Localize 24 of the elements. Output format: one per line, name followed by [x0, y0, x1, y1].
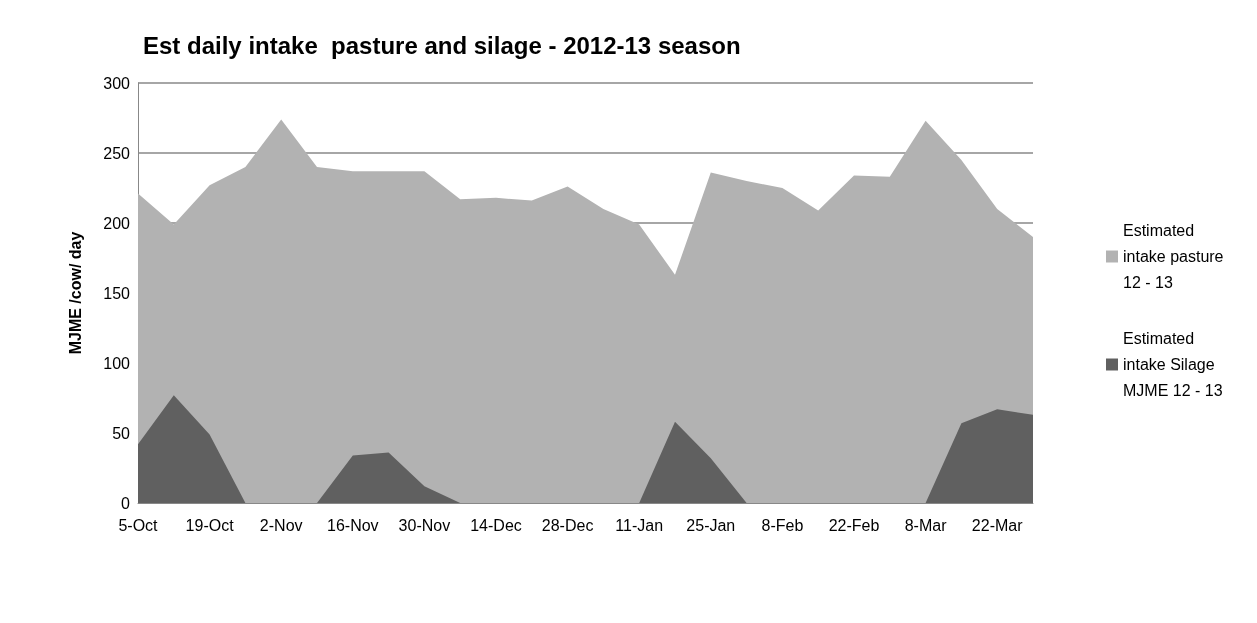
x-tick-label: 14-Dec [470, 516, 522, 534]
x-tick-label: 22-Mar [971, 516, 1024, 534]
x-tick-label: 30-Nov [398, 516, 451, 534]
x-tick-label: 8-Feb [761, 516, 804, 534]
y-tick-label: 150 [103, 284, 131, 302]
legend-label: Estimated intake pasture 12 - 13 [1123, 222, 1228, 291]
x-tick-label: 28-Dec [541, 516, 594, 534]
y-tick-label: 200 [103, 214, 131, 232]
x-tick-label: 22-Feb [828, 516, 880, 534]
y-tick-label: 250 [103, 144, 131, 162]
x-tick-label: 16-Nov [327, 516, 379, 534]
chart-title: Est daily intake pasture and silage - 2012-13 season [143, 31, 741, 59]
x-tick-label: 8-Mar [904, 516, 948, 534]
x-tick-label: 19-Oct [185, 516, 235, 534]
x-tick-label: 2-Nov [259, 516, 303, 534]
x-tick-label: 11-Jan [615, 516, 664, 534]
x-tick-label: 5-Oct [118, 516, 159, 534]
y-tick-label: 300 [103, 74, 131, 92]
legend-label: Estimated intake Silage MJME 12 - 13 [1123, 330, 1223, 399]
y-tick-label: 50 [112, 424, 131, 442]
y-tick-label: 0 [121, 494, 131, 512]
x-tick-label: 25-Jan [686, 516, 736, 534]
y-tick-label: 100 [103, 354, 131, 372]
y-axis-title: MJME /cow/ day [66, 231, 84, 355]
